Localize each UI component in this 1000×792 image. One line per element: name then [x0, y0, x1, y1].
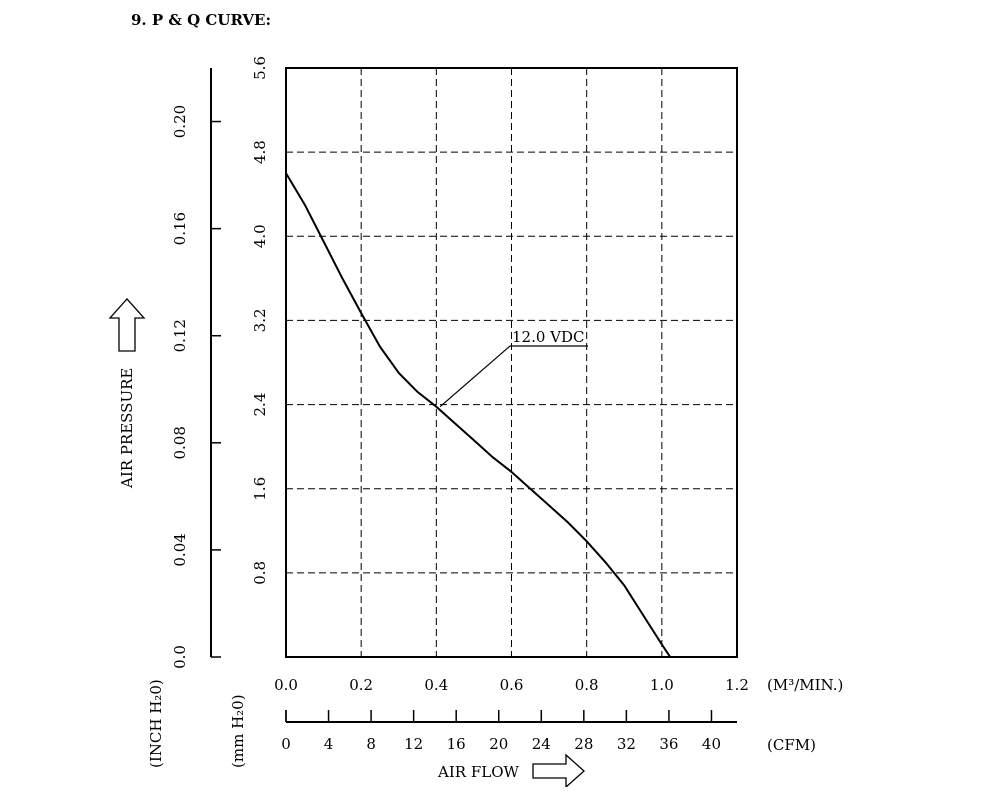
y-primary-tick-label: 0.8	[251, 561, 269, 585]
x-secondary-tick-label: 40	[702, 735, 721, 753]
x-secondary-tick-label: 28	[574, 735, 593, 753]
up-arrow-icon	[108, 298, 146, 352]
x-primary-tick-label: 0.4	[424, 676, 448, 694]
x-primary-tick-label: 0.8	[575, 676, 599, 694]
inch-h2o-axis: 0.0 0.04 0.08 0.12 0.16 0.20	[171, 68, 221, 669]
x-secondary-tick-label: 12	[404, 735, 423, 753]
x-secondary-unit: (CFM)	[767, 736, 816, 754]
y-secondary-tick-label: 0.12	[171, 319, 189, 352]
y-secondary-tick-label: 0.08	[171, 426, 189, 459]
y-secondary-tick-label: 0.16	[171, 212, 189, 245]
x-primary-tick-label: 1.2	[725, 676, 749, 694]
x-secondary-tick-label: 20	[489, 735, 508, 753]
m3-min-axis: 0.0 0.2 0.4 0.6 0.8 1.0 1.2	[274, 676, 749, 694]
cfm-axis: 0 4 8 12 16 20 24 28 32 36 40	[281, 710, 737, 753]
y-secondary-tick-label: 0.20	[171, 105, 189, 138]
annotation-leader-line	[439, 345, 511, 408]
y-primary-tick-label: 4.8	[251, 140, 269, 164]
y-primary-unit: (mm H₂0)	[229, 694, 247, 768]
page-title: 9. P & Q CURVE:	[131, 11, 271, 29]
x-primary-tick-label: 1.0	[650, 676, 674, 694]
y-primary-tick-label: 4.0	[251, 224, 269, 248]
y-secondary-unit: (INCH H₂0)	[147, 679, 165, 768]
mm-h2o-axis: 0.8 1.6 2.4 3.2 4.0 4.8 5.6	[251, 56, 269, 585]
x-primary-tick-label: 0.6	[500, 676, 524, 694]
x-secondary-tick-label: 32	[617, 735, 636, 753]
grid-lines	[286, 68, 737, 657]
x-primary-unit: (M³/MIN.)	[767, 676, 843, 694]
series-line-12vdc	[286, 172, 673, 658]
x-secondary-tick-label: 8	[366, 735, 376, 753]
right-arrow-icon	[532, 753, 585, 789]
y-primary-tick-label: 1.6	[251, 477, 269, 501]
x-secondary-tick-label: 0	[281, 735, 291, 753]
series-label-12vdc: 12.0 VDC	[512, 328, 585, 346]
x-axis-label: AIR FLOW	[437, 763, 519, 781]
y-secondary-tick-label: 0.04	[171, 533, 189, 566]
y-primary-tick-label: 5.6	[251, 56, 269, 80]
x-secondary-tick-label: 36	[659, 735, 678, 753]
x-primary-tick-label: 0.2	[349, 676, 373, 694]
x-secondary-tick-label: 16	[447, 735, 466, 753]
y-primary-tick-label: 3.2	[251, 308, 269, 332]
x-secondary-tick-label: 4	[324, 735, 334, 753]
y-primary-tick-label: 2.4	[251, 393, 269, 417]
x-secondary-tick-label: 24	[532, 735, 551, 753]
y-secondary-tick-label: 0.0	[171, 645, 189, 669]
y-axis-label: AIR PRESSURE	[118, 368, 136, 489]
plot-frame	[285, 67, 738, 658]
x-primary-tick-label: 0.0	[274, 676, 298, 694]
